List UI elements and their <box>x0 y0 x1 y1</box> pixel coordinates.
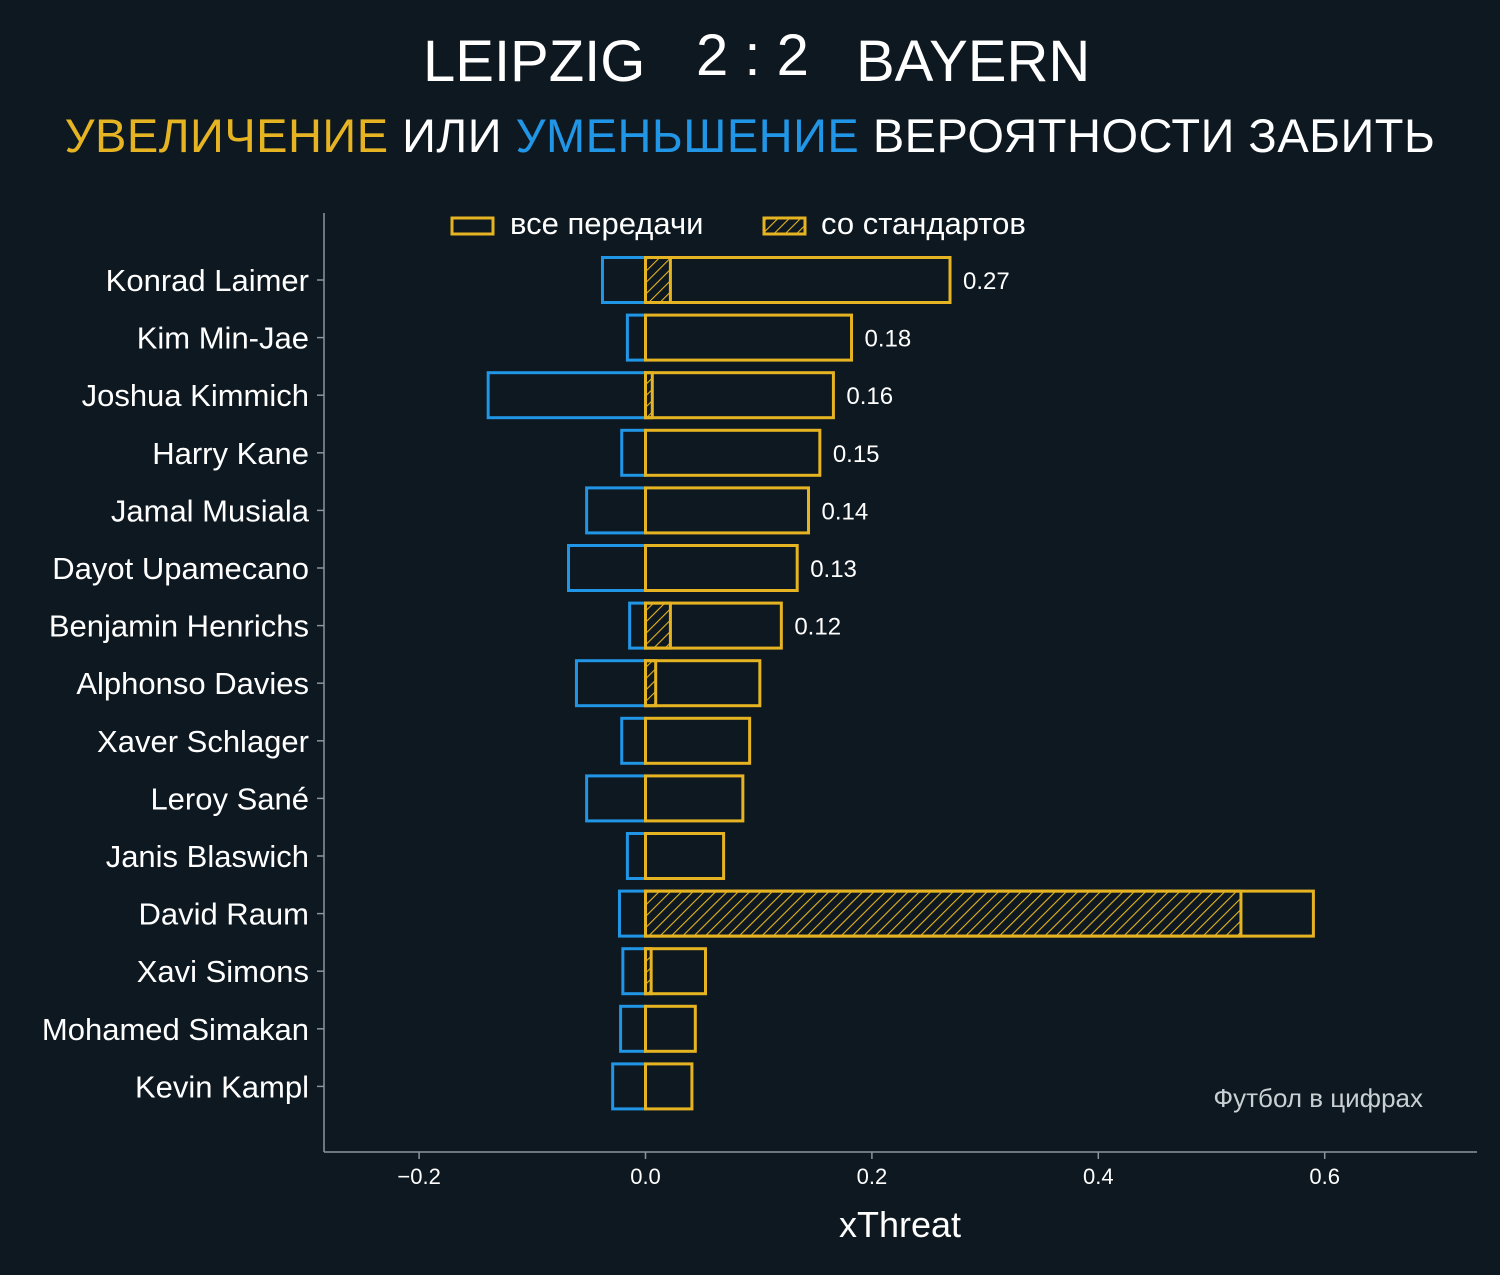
player-name-label: Xavi Simons <box>137 954 309 989</box>
set-piece-bar <box>644 256 672 304</box>
set-piece-bar <box>644 659 658 708</box>
chart-bars <box>486 256 1315 1111</box>
increase-bar <box>644 832 726 880</box>
player-name-label: Alphonso Davies <box>76 666 309 701</box>
chart-legend: все передачи со стандартов <box>450 206 1026 241</box>
player-name-label: Leroy Sané <box>150 781 309 816</box>
bar-value-label: 0.16 <box>846 383 893 410</box>
legend-label-set-pieces: со стандартов <box>821 206 1026 241</box>
decrease-bar <box>625 832 647 880</box>
subtitle-or: ИЛИ <box>402 109 503 162</box>
bar-value-label: 0.12 <box>794 614 841 641</box>
decrease-bar <box>585 774 647 823</box>
decrease-bar <box>620 716 648 765</box>
player-name-label: Mohamed Simakan <box>42 1012 309 1047</box>
decrease-bar <box>486 371 648 420</box>
set-piece-bar <box>644 601 672 650</box>
increase-bar <box>644 716 752 765</box>
player-name-label: Dayot Upamecano <box>52 551 309 586</box>
subtitle-decrease: УМЕНЬШЕНИЕ <box>515 109 860 162</box>
decrease-bar <box>585 486 647 535</box>
x-tick-label: 0.0 <box>630 1164 661 1189</box>
subtitle: УВЕЛИЧЕНИЕ ИЛИ УМЕНЬШЕНИЕ ВЕРОЯТНОСТИ ЗА… <box>0 108 1500 163</box>
bar-value-label: 0.13 <box>810 556 857 583</box>
chart-labels: 0.27 0.18 0.16 0.15 0.14 0.13 0.12 <box>794 268 1009 641</box>
decrease-bar <box>625 313 647 362</box>
player-name-label: Jamal Musiala <box>111 493 310 528</box>
decrease-bar <box>620 428 648 477</box>
player-name-label: Benjamin Henrichs <box>49 609 309 644</box>
player-name-label: Harry Kane <box>152 436 309 471</box>
decrease-bar <box>574 659 647 708</box>
increase-bar <box>644 428 822 477</box>
x-tick-label: −0.2 <box>397 1164 440 1189</box>
increase-bar <box>644 371 835 420</box>
increase-bar <box>644 313 854 362</box>
decrease-bar <box>567 544 647 592</box>
decrease-bar <box>628 601 647 650</box>
x-tick-label: 0.6 <box>1309 1164 1340 1189</box>
subtitle-increase: УВЕЛИЧЕНИЕ <box>64 109 389 162</box>
player-name-label: Kim Min-Jae <box>137 321 309 356</box>
increase-bar <box>644 486 811 535</box>
away-team-name: BAYERN <box>856 29 1091 94</box>
increase-bar <box>644 544 799 592</box>
player-name-label: Konrad Laimer <box>106 263 309 298</box>
home-team-name: LEIPZIG <box>423 29 646 94</box>
increase-bar <box>644 947 707 996</box>
increase-bar <box>644 1004 697 1053</box>
match-score: 2 : 2 <box>696 23 809 88</box>
player-name-label: David Raum <box>138 897 309 932</box>
watermark-text: Футбол в цифрах <box>1213 1083 1423 1113</box>
match-title: LEIPZIG 2 : 2 BAYERN <box>0 23 1500 98</box>
decrease-bar <box>600 256 648 304</box>
increase-bar <box>644 601 783 650</box>
legend-swatch-set-pieces <box>762 216 807 236</box>
increase-bar <box>644 256 952 304</box>
increase-bar <box>644 774 745 823</box>
decrease-bar <box>611 1062 647 1111</box>
x-axis-label: xThreat <box>839 1204 961 1245</box>
increase-bar <box>644 659 762 708</box>
bar-value-label: 0.18 <box>865 326 912 353</box>
player-name-label: Xaver Schlager <box>97 724 309 759</box>
legend-swatch-all-passes <box>450 216 495 236</box>
legend-label-all-passes: все передачи <box>510 206 703 241</box>
bar-value-label: 0.27 <box>963 268 1010 295</box>
decrease-bar <box>621 947 647 996</box>
x-tick-label: 0.2 <box>857 1164 888 1189</box>
player-name-label: Joshua Kimmich <box>82 378 309 413</box>
set-piece-bar <box>644 889 1243 938</box>
bar-value-label: 0.14 <box>822 498 869 525</box>
subtitle-rest: ВЕРОЯТНОСТИ ЗАБИТЬ <box>872 109 1436 162</box>
bar-value-label: 0.15 <box>833 441 880 468</box>
player-name-label: Janis Blaswich <box>106 839 309 874</box>
chart-axes: −0.2 0.0 0.2 0.4 0.6 xThreat Konrad Laimer Kim … <box>42 213 1477 1245</box>
increase-bar <box>644 889 1315 938</box>
increase-bar <box>644 1062 694 1111</box>
x-tick-label: 0.4 <box>1083 1164 1114 1189</box>
decrease-bar <box>617 889 647 938</box>
decrease-bar <box>619 1004 648 1053</box>
player-name-label: Kevin Kampl <box>135 1069 309 1104</box>
